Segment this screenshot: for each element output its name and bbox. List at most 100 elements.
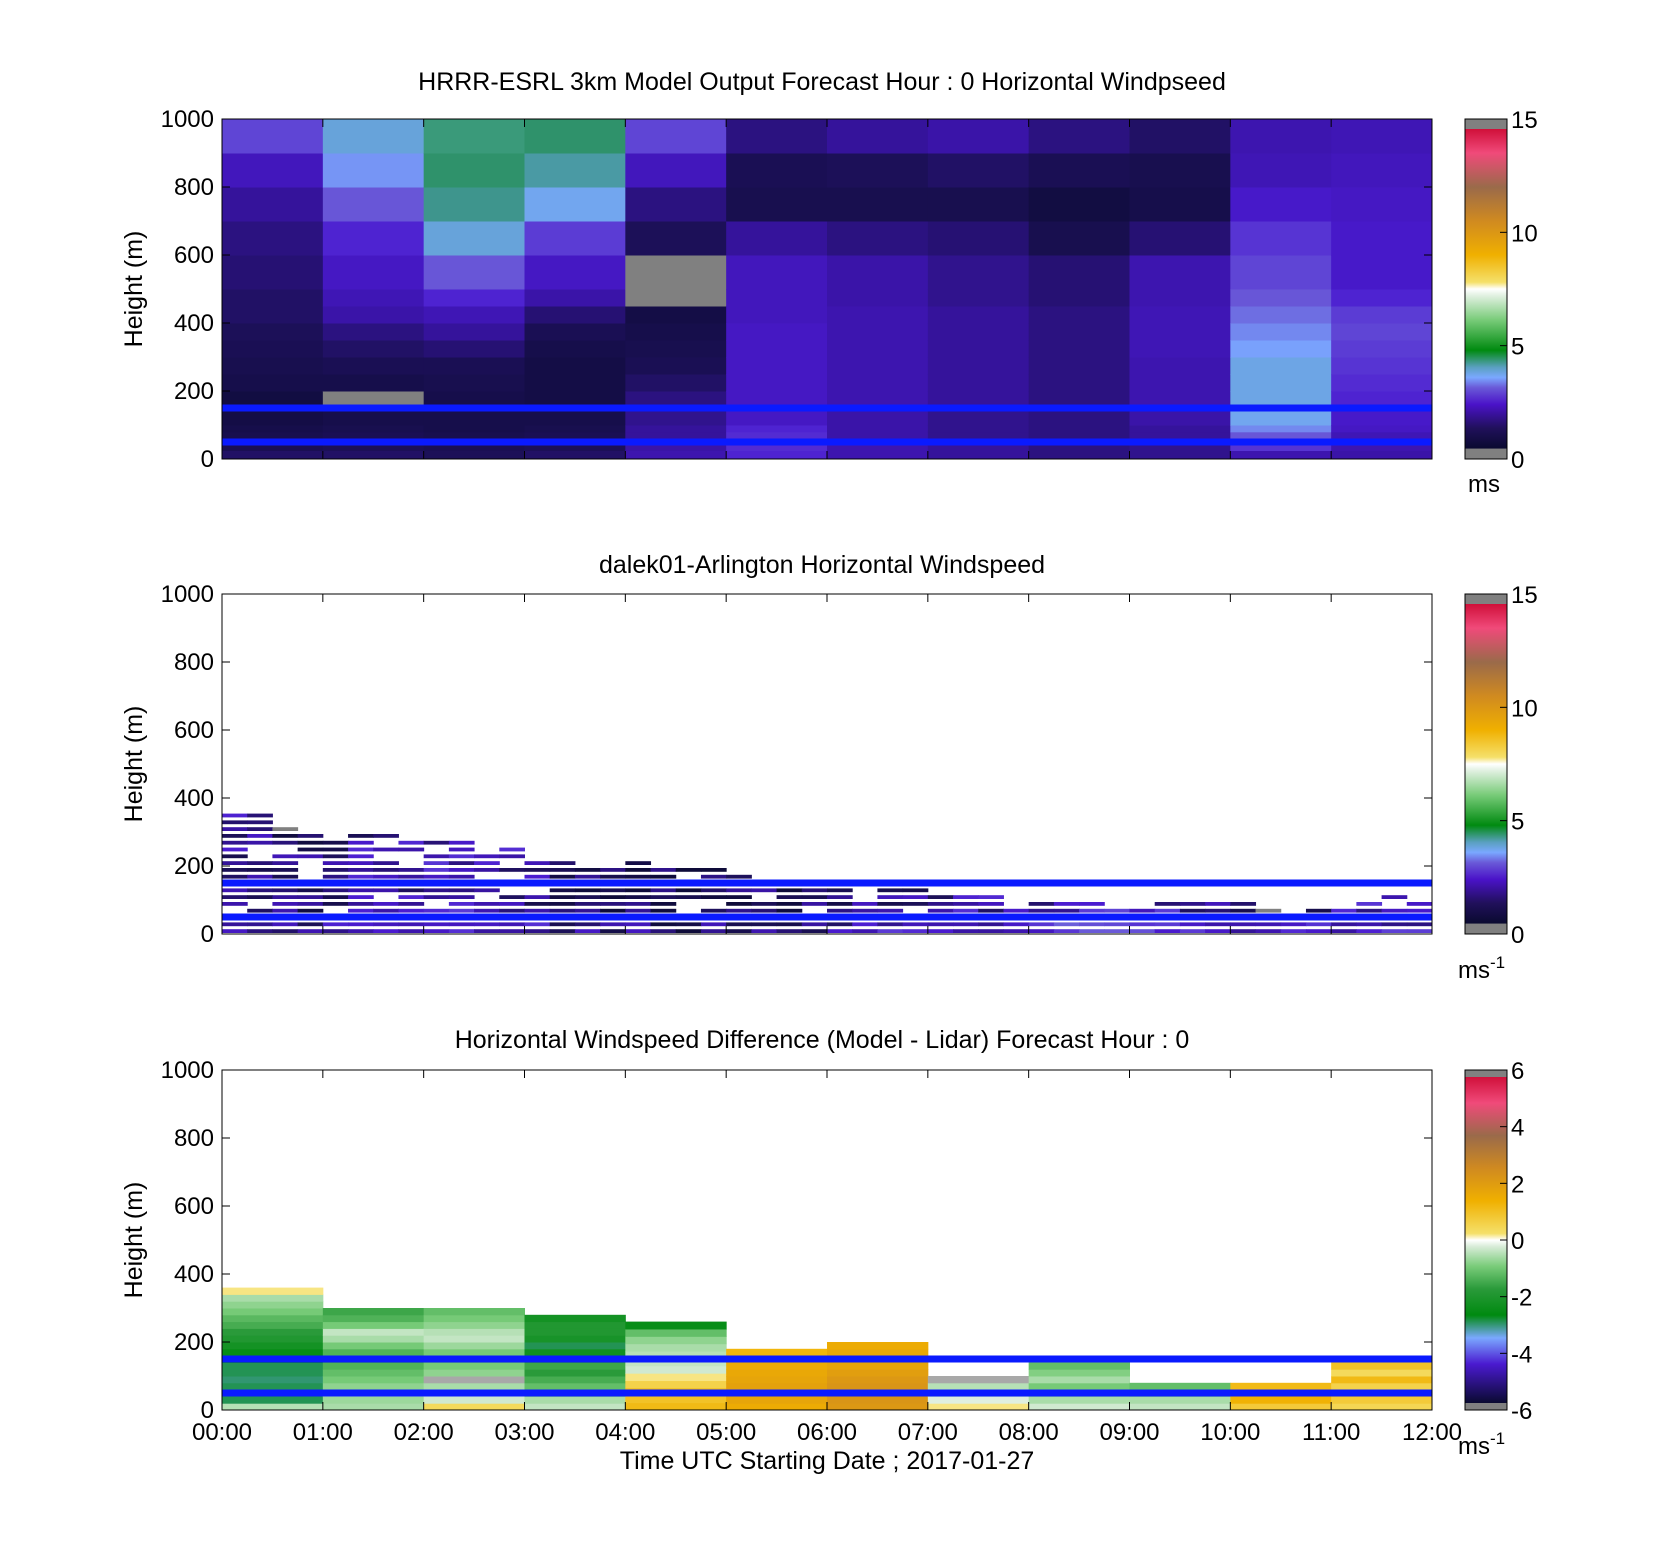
heatmap-cell <box>574 922 601 927</box>
heatmap-cell <box>827 895 853 899</box>
heatmap-cell <box>322 442 425 451</box>
heatmap-cell <box>827 1396 929 1404</box>
heatmap-cell <box>272 854 299 859</box>
heatmap-cell <box>1230 442 1332 451</box>
heatmap-cell <box>625 888 652 893</box>
x-tick-label: 00:00 <box>192 1419 252 1446</box>
x-tick-label: 04:00 <box>595 1419 655 1446</box>
heatmap-cell <box>322 922 349 927</box>
heatmap-cell <box>1230 1382 1332 1391</box>
heatmap-cell <box>726 357 828 375</box>
heatmap-cell <box>927 908 954 913</box>
y-tick-label: 600 <box>174 242 214 269</box>
heatmap-cell <box>726 289 828 307</box>
y-tick-label: 200 <box>174 1329 214 1356</box>
heatmap-cell <box>927 1403 1030 1411</box>
heatmap-cell <box>877 929 904 933</box>
heatmap-cell <box>902 888 929 893</box>
heatmap-cell <box>222 888 248 893</box>
heatmap-cell <box>625 340 727 358</box>
heatmap-cell <box>625 289 727 307</box>
heatmap-cell <box>1129 374 1231 392</box>
panel-lidar-title: dalek01-Arlington Horizontal Windspeed <box>599 551 1045 579</box>
heatmap-cell <box>322 1335 425 1343</box>
heatmap-cell <box>927 255 1030 290</box>
heatmap-cell <box>222 1403 324 1411</box>
heatmap-cell <box>1381 929 1408 933</box>
heatmap-cell <box>726 1403 828 1411</box>
heatmap-cell <box>524 119 626 154</box>
heatmap-cell <box>222 1376 324 1384</box>
heatmap-cell <box>927 119 1030 154</box>
heatmap-cell <box>222 431 324 443</box>
heatmap-cell <box>322 1362 425 1370</box>
heatmap-cell <box>1028 340 1130 358</box>
heatmap-cell <box>700 874 727 879</box>
colorbar-tick-label: -2 <box>1511 1285 1532 1312</box>
heatmap-cell <box>322 408 425 426</box>
heatmap-cell <box>499 908 525 913</box>
heatmap-cell <box>524 1342 626 1350</box>
heatmap-cell <box>423 908 450 913</box>
heatmap-cell <box>700 868 727 872</box>
heatmap-cell <box>524 874 551 879</box>
heatmap-cell <box>574 908 601 913</box>
heatmap-cell <box>499 868 525 872</box>
heatmap-cell <box>1129 1403 1231 1411</box>
heatmap-cell <box>524 1314 626 1323</box>
heatmap-cell <box>373 868 399 872</box>
reference-height-line <box>222 1355 1432 1363</box>
heatmap-cell <box>1205 929 1231 933</box>
heatmap-cell <box>953 922 979 927</box>
colorbar-tick-label: 2 <box>1511 1171 1524 1198</box>
panel-lidar-colorbar-unit: ms-1 <box>1458 953 1505 984</box>
heatmap-cell <box>423 922 450 927</box>
heatmap-cell <box>751 888 778 893</box>
heatmap-cell <box>222 874 248 879</box>
heatmap-cell <box>1331 391 1433 409</box>
heatmap-cell <box>927 450 1030 460</box>
heatmap-cell <box>1331 425 1433 433</box>
panel-lidar-colorbar-bar <box>1464 593 1508 935</box>
heatmap-cell <box>373 922 399 927</box>
panel-model-colorbar: 0 5 10 15 ms <box>1464 107 1538 498</box>
heatmap-cell <box>448 874 475 879</box>
heatmap-cell <box>953 908 979 913</box>
heatmap-cell <box>902 902 929 906</box>
colorbar-tick-label: 6 <box>1511 1058 1524 1085</box>
heatmap-cell <box>348 895 374 899</box>
heatmap-cell <box>423 374 525 392</box>
heatmap-cell <box>222 391 324 409</box>
heatmap-cell <box>827 357 929 375</box>
heatmap-cell <box>1154 902 1181 906</box>
heatmap-cell <box>423 1376 525 1384</box>
heatmap-cell <box>1331 1382 1433 1391</box>
heatmap-cell <box>524 902 551 906</box>
heatmap-cell <box>751 929 778 933</box>
heatmap-cell <box>726 255 828 290</box>
heatmap-cell <box>1331 374 1433 392</box>
y-tick-label: 800 <box>174 174 214 201</box>
heatmap-cell <box>423 1328 525 1336</box>
heatmap-cell <box>1406 922 1433 927</box>
heatmap-cell <box>827 391 929 409</box>
heatmap-cell <box>574 895 601 899</box>
heatmap-cell <box>827 1403 929 1411</box>
heatmap-cell <box>1028 1369 1130 1377</box>
heatmap-cell <box>423 340 525 358</box>
heatmap-cell <box>1230 431 1332 443</box>
heatmap-cell <box>297 929 324 933</box>
heatmap-cell <box>474 854 500 859</box>
heatmap-cell <box>322 929 349 933</box>
heatmap-cell <box>222 187 324 222</box>
heatmap-cell <box>600 895 626 899</box>
heatmap-cell <box>524 255 626 290</box>
heatmap-cell <box>625 255 727 290</box>
heatmap-cell <box>524 1335 626 1343</box>
y-tick-label: 0 <box>201 1397 214 1424</box>
heatmap-cell <box>1179 922 1206 927</box>
heatmap-cell <box>625 1395 727 1404</box>
heatmap-cell <box>247 827 273 831</box>
heatmap-cell <box>222 1301 324 1309</box>
colorbar-tick-label: 5 <box>1511 809 1524 836</box>
